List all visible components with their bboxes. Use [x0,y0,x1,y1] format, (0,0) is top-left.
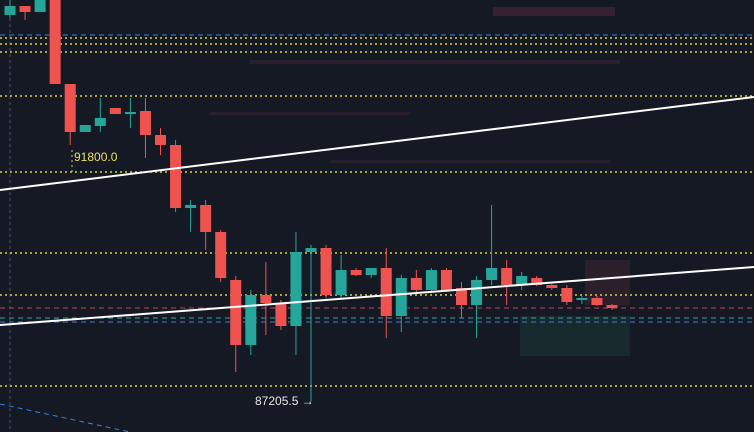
heat-bar [330,160,610,163]
candle-body [139,111,151,135]
candle-body [531,278,543,285]
trend-line [0,96,754,191]
candle-body [516,276,528,285]
candle-body [395,278,407,316]
candle-body [170,145,182,208]
candle-body [94,118,106,126]
candle-body [546,285,558,288]
candle-body [335,270,347,295]
candle-body [591,298,603,305]
candle-body [606,305,618,308]
candle-body [49,0,61,84]
candle-body [200,205,212,232]
candle-body [471,280,483,305]
candle-body [245,295,257,345]
candle-body [155,135,166,145]
candle-body [380,268,392,316]
candle-body [425,270,437,290]
price-annotation: 87205.5 → [255,394,314,408]
candle-body [456,288,467,305]
candle-body [109,108,121,114]
candle-body [19,6,31,12]
candle-body [576,298,588,300]
heat-bar [585,260,630,305]
candle-body [260,295,272,303]
heat-bar [250,60,620,64]
trend-line [0,403,131,432]
candle-body [561,288,573,302]
candle-body [4,6,16,15]
candle-body [320,248,332,295]
candle-body [365,268,377,275]
heat-bar [210,112,410,115]
candle-body [350,270,362,275]
candle-body [64,84,76,132]
trend-line [0,266,754,326]
candle-body [290,252,302,326]
candle-body [440,270,452,290]
heat-bar [493,7,615,16]
candle-body [305,248,317,252]
candle-body [275,303,287,326]
heat-bar [520,316,630,356]
candle-body [34,0,46,12]
candle-body [230,280,242,345]
level-label: 91800.0 [74,150,118,164]
candle-body [124,112,136,114]
candle-body [486,268,498,280]
candle-body [410,278,422,290]
candle-body [185,205,197,208]
candle-body [215,232,227,278]
candle-body [79,125,91,132]
candle-body [501,268,513,285]
